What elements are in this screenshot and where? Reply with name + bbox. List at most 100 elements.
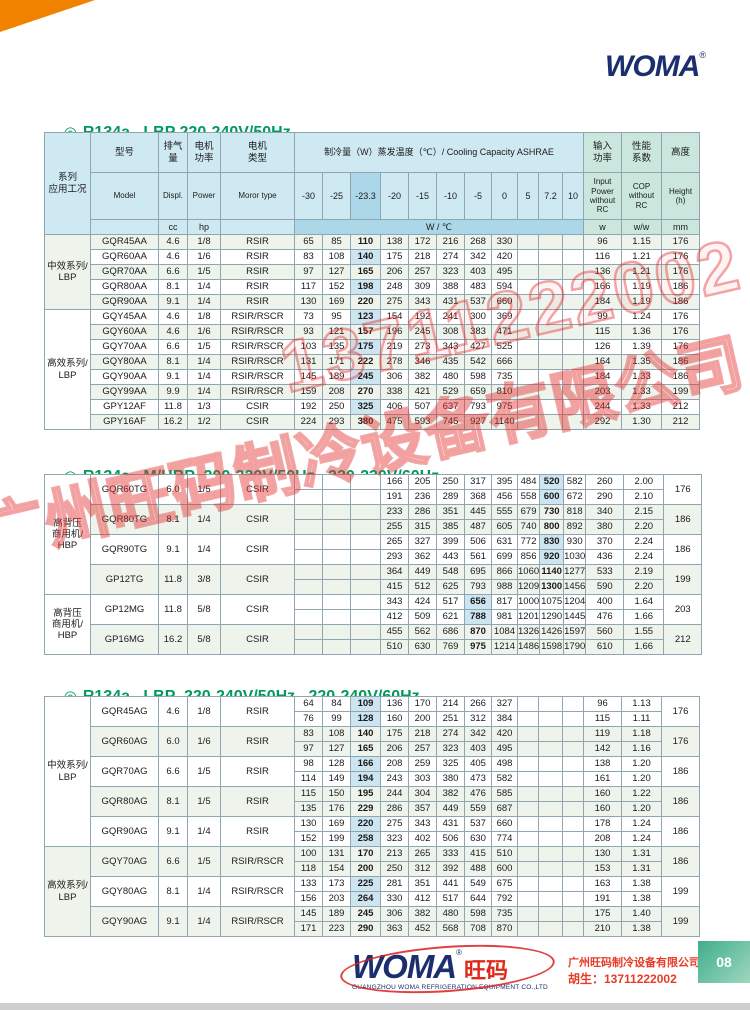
capacity-value: 699 xyxy=(491,549,518,565)
displacement-value: 16.2 xyxy=(158,414,188,430)
capacity-value xyxy=(562,354,584,370)
capacity-value: 792 xyxy=(491,891,518,907)
model-name: GQR60AG xyxy=(90,726,159,757)
capacity-value: 452 xyxy=(408,921,437,937)
header-height-cn: 高度 xyxy=(661,132,700,173)
capacity-value: 1060 xyxy=(516,564,541,580)
capacity-value: 219 xyxy=(380,339,409,355)
displacement-value: 9.1 xyxy=(158,906,188,937)
table-row: 510 630 769 975 1214 1486 1598 1790 610 1.66 xyxy=(45,639,702,655)
capacity-value xyxy=(538,726,563,742)
unit-cc: cc xyxy=(158,219,188,235)
displacement-value: 9.1 xyxy=(158,534,188,565)
capacity-value: 83 xyxy=(294,249,323,265)
capacity-value xyxy=(517,801,539,817)
power-value: 1/8 xyxy=(187,309,221,325)
motor-type-value: RSIR xyxy=(220,264,295,280)
motor-type-value: RSIR/RSCR xyxy=(220,354,295,370)
capacity-value xyxy=(562,921,584,937)
capacity-value: 265 xyxy=(380,534,409,550)
capacity-value xyxy=(538,234,563,250)
group-label: 高效系列/ LBP xyxy=(44,309,91,430)
capacity-value: 135 xyxy=(294,801,323,817)
header-evap-temp: 7.2 xyxy=(538,172,563,220)
motor-type-value: CSIR xyxy=(220,624,295,655)
displacement-value: 11.8 xyxy=(158,594,188,625)
bottom-edge-decoration xyxy=(0,1003,750,1010)
capacity-value xyxy=(350,624,381,640)
cop-value: 2.20 xyxy=(623,579,665,595)
model-name: GQR70AG xyxy=(90,756,159,787)
capacity-value: 343 xyxy=(436,339,465,355)
capacity-value: 793 xyxy=(464,579,492,595)
capacity-value: 342 xyxy=(464,249,492,265)
table-row: 中效系列/ LBP GQR45AA 4.6 1/8 RSIR 65 85 110 138 172 2… xyxy=(44,234,700,310)
height-value: 186 xyxy=(661,279,700,295)
capacity-value: 1075 xyxy=(539,594,565,610)
capacity-value xyxy=(562,369,584,385)
capacity-value xyxy=(294,639,323,655)
capacity-value: 154 xyxy=(380,309,409,325)
capacity-value: 258 xyxy=(350,831,381,847)
group-label: 中效系列/ LBP xyxy=(44,696,91,847)
capacity-value: 1201 xyxy=(516,609,541,625)
input-power-value: 115 xyxy=(583,711,622,727)
power-value: 1/6 xyxy=(187,726,221,757)
table-row: 高效系列/ LBP GQY70AG 6.6 1/5 RSIR/RSCR 100 131 170… xyxy=(44,846,700,937)
cop-value: 1.33 xyxy=(621,384,662,400)
cop-value: 1.13 xyxy=(621,696,662,712)
height-value: 203 xyxy=(663,594,703,625)
capacity-value xyxy=(322,624,351,640)
capacity-value xyxy=(562,891,584,907)
input-power-value: 400 xyxy=(585,594,625,610)
cop-value: 1.31 xyxy=(621,846,662,862)
height-value: 186 xyxy=(663,534,703,565)
displacement-value: 8.1 xyxy=(158,354,188,370)
capacity-value xyxy=(538,399,563,415)
capacity-value: 123 xyxy=(350,309,381,325)
unit-w-w: w/w xyxy=(621,219,662,235)
capacity-value: 315 xyxy=(408,519,437,535)
cop-value: 1.36 xyxy=(621,324,662,340)
capacity-value: 480 xyxy=(436,369,465,385)
capacity-value xyxy=(517,861,539,877)
header-cooling-capacity-title: 制冷量（W）蒸发温度（℃）/ Cooling Capacity ASHRAE xyxy=(294,132,584,173)
capacity-value: 343 xyxy=(408,294,437,310)
motor-type-value: RSIR/RSCR xyxy=(220,906,295,937)
capacity-value xyxy=(538,741,563,757)
header-input-power-en: Input Power without RC xyxy=(583,172,622,220)
capacity-value: 330 xyxy=(491,234,518,250)
capacity-value: 95 xyxy=(322,309,351,325)
capacity-value xyxy=(562,324,584,340)
capacity-value xyxy=(562,294,584,310)
capacity-value: 93 xyxy=(294,324,323,340)
capacity-value: 128 xyxy=(350,711,381,727)
input-power-value: 115 xyxy=(583,324,622,340)
power-value: 1/3 xyxy=(187,399,221,415)
capacity-value xyxy=(294,564,323,580)
capacity-value xyxy=(538,861,563,877)
cop-value: 1.21 xyxy=(621,249,662,265)
capacity-value: 85 xyxy=(322,234,351,250)
capacity-value: 189 xyxy=(322,906,351,922)
capacity-value xyxy=(517,249,539,265)
group-label: 高背压 商用机/ HBP xyxy=(44,474,91,595)
capacity-value: 561 xyxy=(464,549,492,565)
capacity-value: 245 xyxy=(408,324,437,340)
capacity-value: 659 xyxy=(464,384,492,400)
capacity-value: 525 xyxy=(491,339,518,355)
capacity-value: 176 xyxy=(322,801,351,817)
header-evap-temp: -15 xyxy=(408,172,437,220)
capacity-value xyxy=(562,414,584,430)
cop-value: 1.15 xyxy=(621,234,662,250)
capacity-value: 385 xyxy=(436,519,465,535)
table-row: GQR90AA 9.1 1/4 RSIR 130 169 220 275 343 431 537 66… xyxy=(45,294,700,310)
header-motor-type-en: Moror type xyxy=(220,172,295,220)
capacity-value xyxy=(538,696,563,712)
capacity-value: 600 xyxy=(491,861,518,877)
table-row: 高效系列/ LBP GQY45AA 4.6 1/8 RSIR/RSCR 73 95 123 15… xyxy=(44,309,700,430)
capacity-value: 136 xyxy=(380,696,409,712)
capacity-value: 222 xyxy=(350,354,381,370)
cop-value: 1.22 xyxy=(621,786,662,802)
capacity-value: 293 xyxy=(380,549,409,565)
